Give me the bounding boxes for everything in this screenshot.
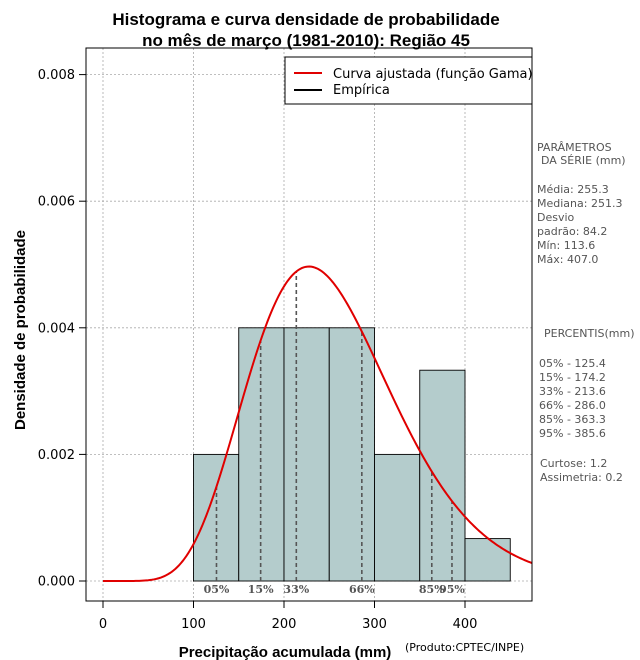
y-axis: 0.000 0.002 0.004 0.006 0.008 xyxy=(38,68,86,590)
x-axis-label: Precipitação acumulada (mm) xyxy=(179,644,392,660)
percentis-title: PERCENTIS(mm) xyxy=(544,327,635,340)
stat-line: Mín: 113.6 xyxy=(537,239,595,252)
x-tick-label: 400 xyxy=(453,617,478,632)
histogram-bars xyxy=(193,327,511,582)
x-tick-label: 100 xyxy=(181,617,206,632)
histogram-bar xyxy=(419,369,466,582)
y-tick-label: 0.006 xyxy=(38,195,75,210)
percentile-marker-label: 15% xyxy=(248,583,274,596)
y-tick-label: 0.000 xyxy=(38,575,75,590)
legend-box xyxy=(284,56,533,105)
histogram-bar xyxy=(283,327,330,582)
percentile-line: 05% - 125.4 xyxy=(539,357,606,370)
fitted-curve-layer xyxy=(103,265,533,582)
percentile-line: 15% - 174.2 xyxy=(539,371,606,384)
stat-line: padrão: 84.2 xyxy=(537,225,607,238)
percentile-line: 33% - 213.6 xyxy=(539,385,606,398)
x-axis: 0 100 200 300 400 xyxy=(99,600,478,632)
percentile-marker-label: 85% xyxy=(419,583,445,596)
y-axis-label: Densidade de probabilidade xyxy=(12,230,29,430)
stat-line: Média: 255.3 xyxy=(537,183,609,196)
histogram-bar xyxy=(328,327,375,582)
series-parameters-panel: PARÂMETROS DA SÉRIE (mm) Média: 255.3 Me… xyxy=(537,141,635,484)
legend-label-empirical: Empírica xyxy=(333,83,390,98)
stat-line: Mediana: 251.3 xyxy=(537,197,622,210)
legend: Curva ajustada (função Gama) Empírica xyxy=(284,56,533,105)
y-tick-label: 0.004 xyxy=(38,321,75,336)
x-tick-label: 300 xyxy=(362,617,387,632)
chart-title-line-2: no mês de março (1981-2010): Região 45 xyxy=(142,31,470,50)
x-tick-label: 200 xyxy=(272,617,297,632)
histogram-bar xyxy=(464,538,511,582)
product-credit: (Produto:CPTEC/INPE) xyxy=(405,641,524,654)
percentile-line: 95% - 385.6 xyxy=(539,427,606,440)
chart-title-line-1: Histograma e curva densidade de probabil… xyxy=(112,10,499,29)
x-tick-label: 0 xyxy=(99,617,107,632)
params-title-2: DA SÉRIE (mm) xyxy=(541,154,626,167)
skewness-line: Assimetria: 0.2 xyxy=(540,471,623,484)
percentile-line: 66% - 286.0 xyxy=(539,399,606,412)
percentile-marker-label: 33% xyxy=(283,583,309,596)
percentile-markers: 05% 15% 33% 66% 85%95% xyxy=(204,271,465,596)
histogram-bar xyxy=(374,453,421,582)
percentile-line: 85% - 363.3 xyxy=(539,413,606,426)
stat-line: Máx: 407.0 xyxy=(537,253,598,266)
percentile-marker-label: 66% xyxy=(349,583,375,596)
params-title-1: PARÂMETROS xyxy=(537,141,612,154)
y-tick-label: 0.008 xyxy=(38,68,75,83)
percentile-marker-label: 05% xyxy=(204,583,230,596)
kurtosis-line: Curtose: 1.2 xyxy=(540,457,607,470)
stat-line: Desvio xyxy=(537,211,575,224)
percentile-marker-label: 95% xyxy=(439,583,465,596)
legend-label-fitted: Curva ajustada (função Gama) xyxy=(333,67,533,82)
fitted-curve-line xyxy=(103,265,533,582)
y-tick-label: 0.002 xyxy=(38,448,75,463)
